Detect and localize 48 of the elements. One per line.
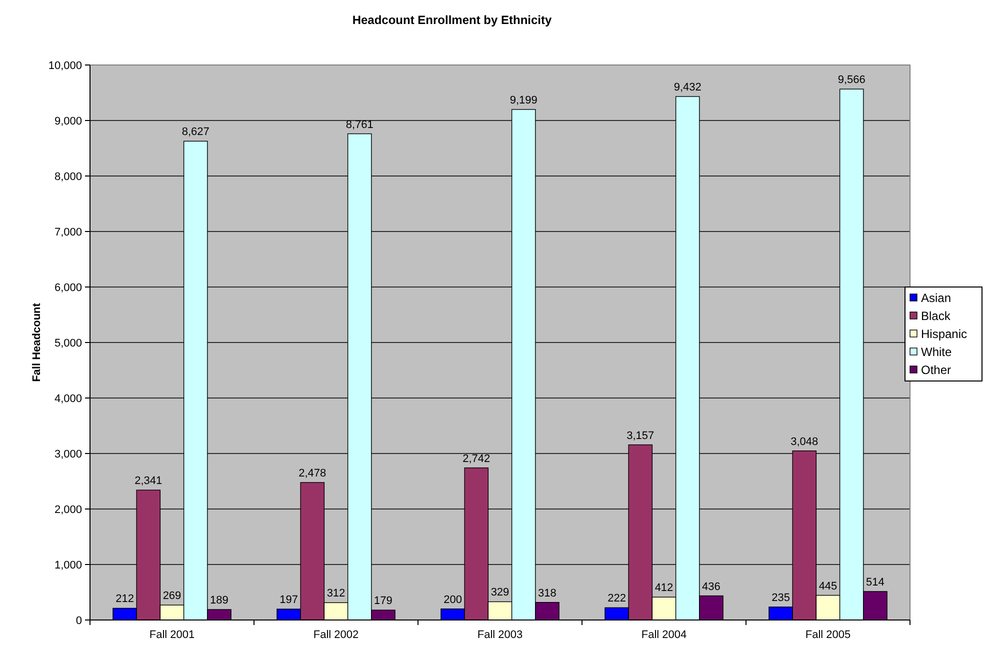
data-label: 197 [280, 594, 298, 606]
data-label: 269 [162, 590, 182, 602]
data-label: 3,048 [790, 436, 818, 448]
data-label: 212 [116, 593, 134, 606]
y-tick-label: 0 [76, 614, 82, 627]
x-tick-label: Fall 2003 [477, 629, 523, 641]
legend-label: Hispanic [921, 327, 968, 342]
legend-label: White [921, 345, 952, 360]
x-tick-label: Fall 2002 [313, 629, 359, 641]
data-label: 9,566 [838, 74, 866, 86]
legend-label: Black [921, 309, 952, 324]
data-label: 8,761 [346, 118, 374, 131]
data-label: 412 [654, 582, 674, 594]
y-tick-label: 7,000 [54, 226, 82, 238]
x-tick-label: Fall 2005 [805, 629, 851, 641]
data-label: 9,432 [674, 82, 702, 94]
y-tick-label: 2,000 [54, 504, 82, 516]
legend-label: Other [921, 363, 952, 378]
data-label: 2,742 [462, 452, 490, 465]
data-label: 222 [608, 592, 626, 605]
x-tick-label: Fall 2001 [149, 629, 195, 641]
x-tick-label: Fall 2004 [641, 629, 687, 641]
data-label: 3,157 [626, 430, 654, 442]
data-label: 8,627 [182, 126, 210, 138]
data-label: 9,199 [510, 94, 538, 106]
y-tick-label: 8,000 [54, 170, 82, 183]
data-label: 200 [444, 594, 462, 606]
data-label: 2,478 [298, 467, 326, 480]
data-label: 235 [772, 592, 790, 604]
y-tick-label: 10,000 [48, 60, 82, 72]
data-label: 436 [702, 580, 720, 593]
data-label: 329 [490, 586, 510, 599]
data-label: 445 [818, 580, 838, 592]
data-label: 189 [210, 594, 228, 607]
y-tick-label: 5,000 [54, 337, 82, 350]
data-label: 318 [538, 587, 556, 600]
chart-title: Headcount Enrollment by Ethnicity [352, 13, 552, 27]
y-tick-label: 9,000 [54, 115, 82, 128]
legend-label: Asian [921, 291, 952, 306]
y-axis-title: Fall Headcount [31, 302, 43, 382]
data-label: 312 [326, 588, 346, 600]
data-label: 2,341 [134, 475, 162, 488]
y-tick-label: 4,000 [54, 392, 82, 405]
data-label: 514 [866, 576, 884, 588]
data-label: 179 [374, 595, 392, 608]
y-tick-label: 3,000 [54, 448, 82, 460]
y-tick-label: 6,000 [54, 282, 82, 294]
y-tick-label: 1,000 [54, 559, 82, 572]
